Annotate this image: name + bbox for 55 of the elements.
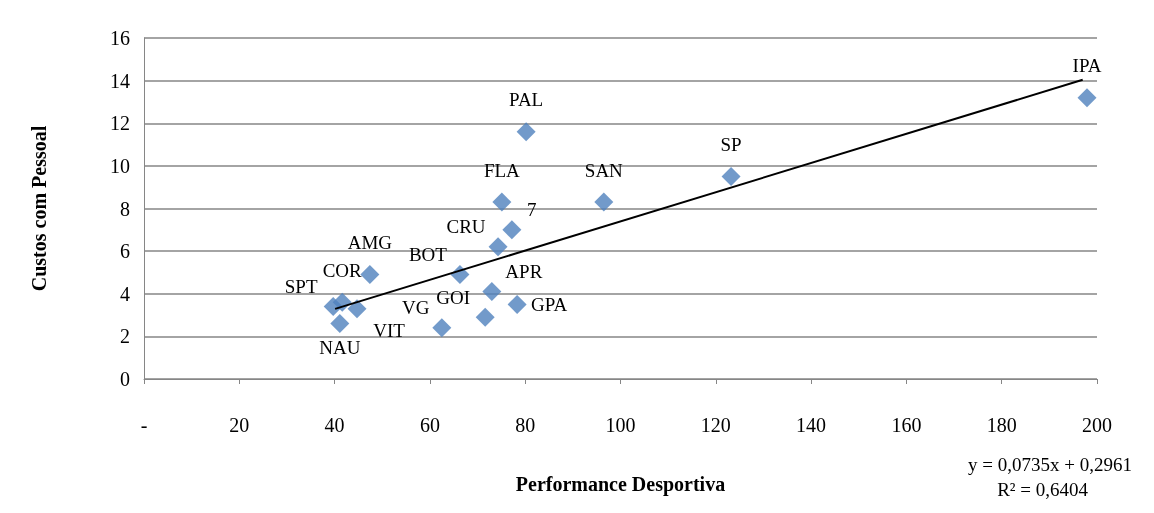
text: y = 0,0735x + 0,2961: [968, 454, 1133, 475]
annotation: BOT: [408, 244, 448, 266]
y-tick-label: 16: [110, 27, 130, 49]
y-tick-label: 12: [110, 112, 130, 135]
point: [330, 314, 350, 334]
point: [492, 192, 512, 212]
y-tick-label: 10: [110, 154, 130, 177]
point: [482, 282, 502, 302]
point: [721, 167, 741, 187]
annotation: SPT: [284, 276, 318, 298]
point: [502, 220, 522, 240]
annotation: AMG: [347, 232, 393, 254]
annotation: CRU: [446, 216, 486, 238]
y-tick-label: 2: [120, 325, 130, 348]
x-tick-label: 20: [229, 414, 250, 436]
point: [594, 192, 614, 212]
x-tick-label: 180: [986, 414, 1017, 436]
x-tick-label: 100: [605, 414, 636, 436]
annotation: VIT: [373, 320, 406, 342]
point: [432, 318, 452, 338]
point: [475, 307, 495, 327]
annotation: VG: [402, 297, 430, 319]
y-tick-label: 14: [110, 69, 130, 92]
annotation: NAU: [319, 337, 361, 359]
y-tick-label: 8: [120, 197, 130, 220]
annotation: GOI: [436, 286, 471, 308]
annotation: COR: [322, 259, 363, 281]
y-tick-label: 6: [120, 240, 130, 263]
annotation: SP: [720, 134, 742, 156]
annotation: SAN: [584, 159, 624, 181]
annotation: PAL: [509, 89, 544, 111]
point: [488, 237, 508, 257]
annotation: FLA: [483, 159, 521, 181]
point: [360, 265, 380, 285]
y-axis-title: Custos com Pessoal: [28, 125, 50, 292]
annotation: APR: [505, 261, 543, 283]
x-tick-label: 40: [324, 414, 345, 436]
point: [1077, 88, 1097, 108]
y-tick-label: 4: [120, 282, 130, 305]
annotation: 7: [527, 199, 537, 221]
point: [516, 122, 536, 142]
x-tick-label: 200: [1082, 414, 1112, 436]
x-axis-title: Performance Desportiva: [515, 473, 726, 496]
x-tick-label: 60: [419, 414, 440, 436]
point: [507, 294, 527, 314]
annotation: IPA: [1072, 55, 1102, 77]
x-tick-label: 160: [891, 414, 922, 436]
text: R² = 0,6404: [997, 479, 1089, 500]
x-tick-label: 140: [796, 414, 827, 436]
x-tick-label: 120: [700, 414, 731, 436]
point: [347, 299, 367, 319]
x-tick-label: 80: [515, 414, 536, 436]
y-tick-label: 0: [120, 368, 130, 390]
annotation: GPA: [530, 293, 568, 315]
x-tick-label: -: [140, 414, 148, 436]
